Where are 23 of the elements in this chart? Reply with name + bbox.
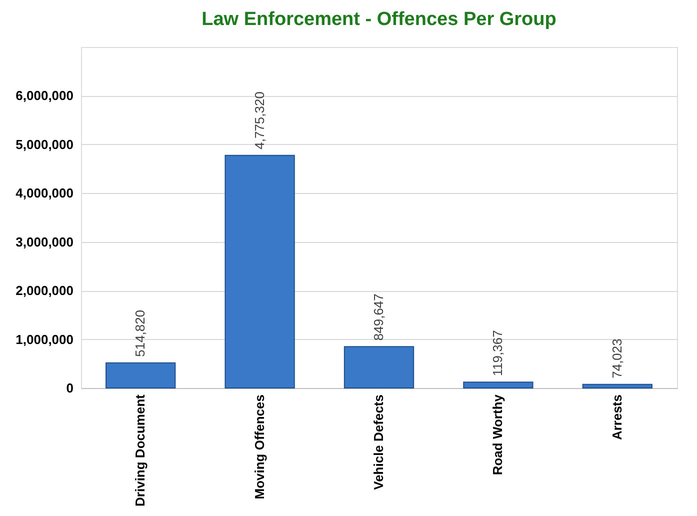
y-tick-label: 3,000,000 bbox=[16, 234, 74, 250]
bar bbox=[582, 384, 652, 388]
y-tick-label: 2,000,000 bbox=[16, 283, 74, 298]
chart-title: Law Enforcement - Offences Per Group bbox=[202, 9, 556, 30]
x-tick-label: Vehicle Defects bbox=[371, 394, 386, 490]
x-tick-label: Road Worthy bbox=[490, 394, 506, 476]
data-label: 849,647 bbox=[371, 294, 386, 341]
data-label: 514,820 bbox=[132, 310, 148, 357]
data-label: 4,775,320 bbox=[252, 92, 267, 150]
bar bbox=[463, 382, 534, 388]
y-tick-label: 5,000,000 bbox=[16, 136, 74, 152]
bar bbox=[344, 346, 414, 388]
y-tick-label: 0 bbox=[66, 380, 74, 396]
y-tick-label: 4,000,000 bbox=[16, 186, 74, 201]
x-tick-label: Moving Offences bbox=[252, 394, 267, 500]
y-tick-label: 6,000,000 bbox=[16, 88, 74, 104]
x-tick-label: Arrests bbox=[609, 394, 624, 440]
data-label: 119,367 bbox=[490, 330, 506, 376]
bar bbox=[224, 154, 295, 388]
bar bbox=[106, 362, 176, 388]
x-tick-label: Driving Document bbox=[132, 394, 148, 506]
y-tick-label: 1,000,000 bbox=[16, 332, 74, 347]
data-label: 74,023 bbox=[609, 338, 624, 378]
